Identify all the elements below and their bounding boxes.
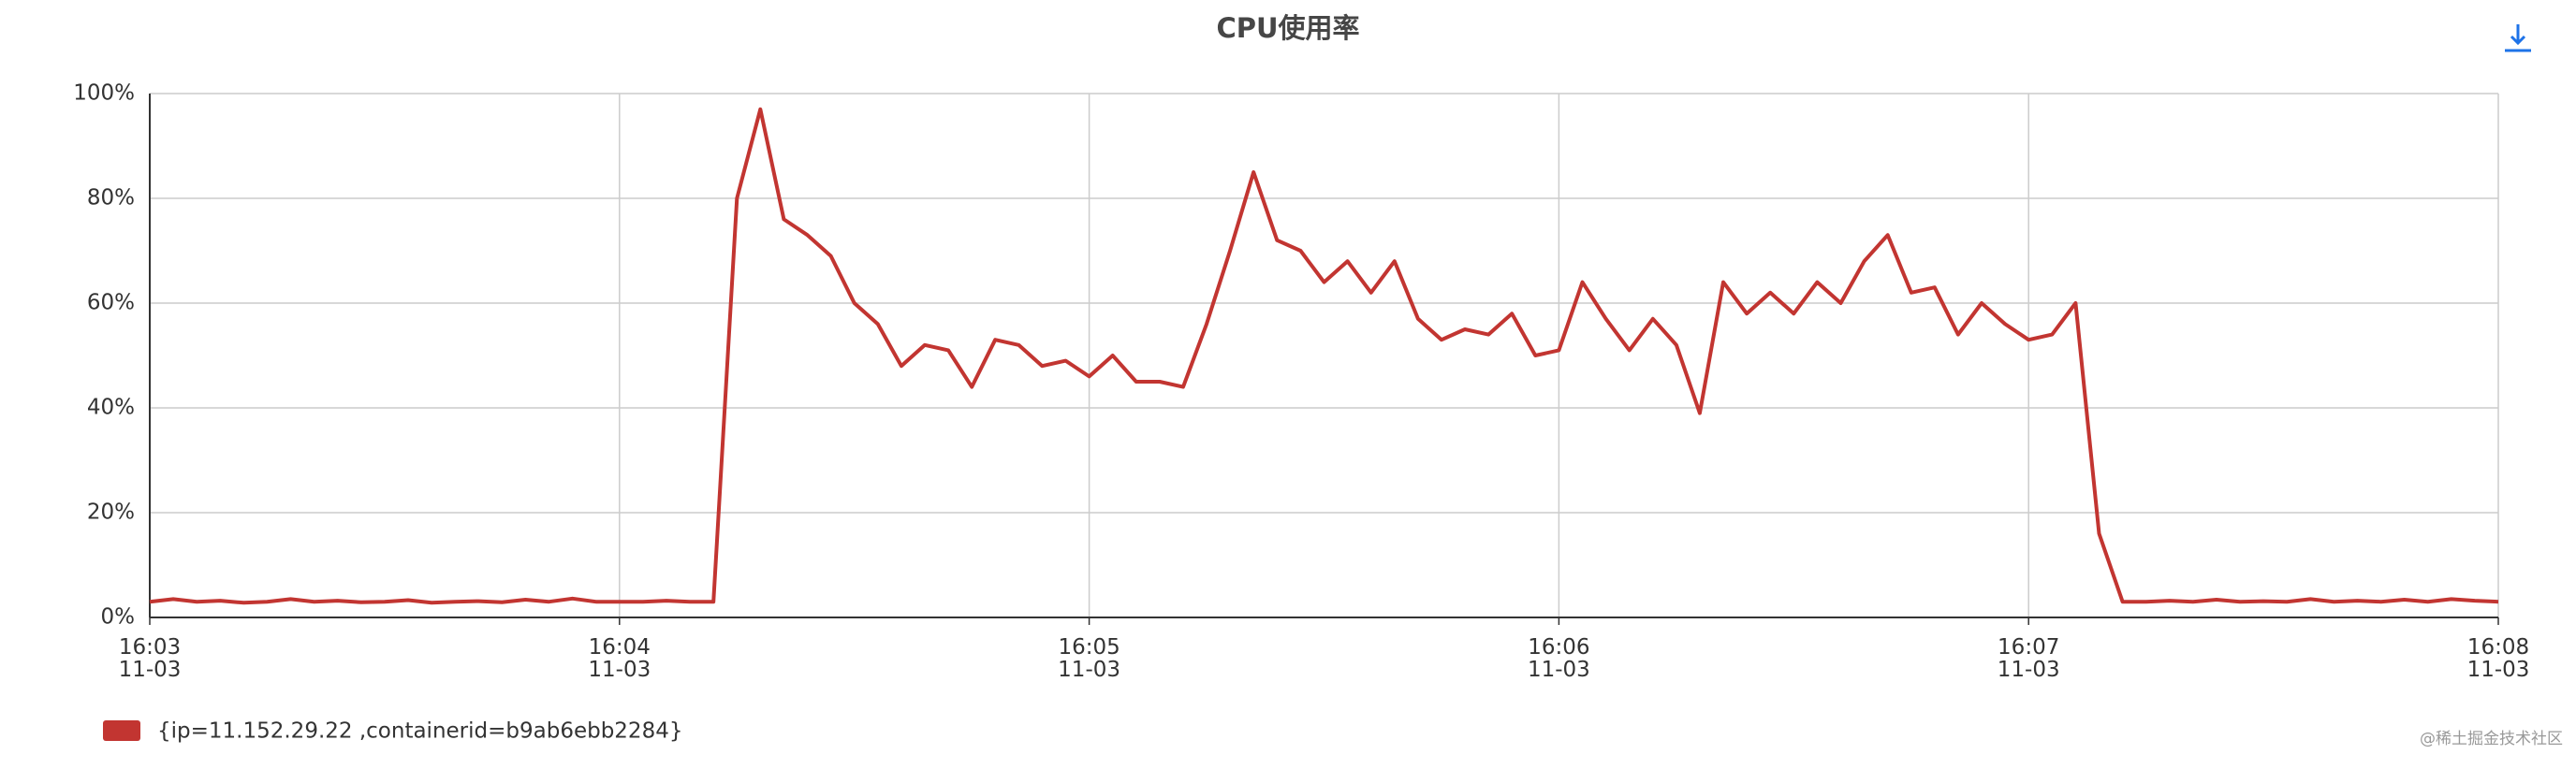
y-tick-label: 20% [87, 501, 135, 525]
series-line [149, 107, 2499, 605]
legend-swatch [103, 720, 140, 741]
y-tick-label: 80% [87, 186, 135, 210]
x-tick-label: 16:04 11-03 [588, 635, 651, 682]
y-tick-label: 60% [87, 291, 135, 315]
y-tick-label: 0% [101, 605, 136, 630]
watermark: @稀土掘金技术社区 [2420, 730, 2563, 748]
legend-label: {ip=11.152.29.22 ,containerid=b9ab6ebb22… [157, 719, 682, 744]
x-tick-label: 16:06 11-03 [1528, 635, 1590, 682]
y-tick-label: 40% [87, 396, 135, 420]
x-tick-label: 16:03 11-03 [119, 635, 182, 682]
chart-title: CPU使用率 [1216, 12, 1359, 44]
x-tick-label: 16:08 11-03 [2467, 635, 2530, 682]
x-tick-label: 16:05 11-03 [1058, 635, 1120, 682]
download-button[interactable] [2505, 24, 2531, 52]
y-tick-label: 100% [73, 81, 135, 106]
x-tick-label: 16:07 11-03 [1998, 635, 2060, 682]
